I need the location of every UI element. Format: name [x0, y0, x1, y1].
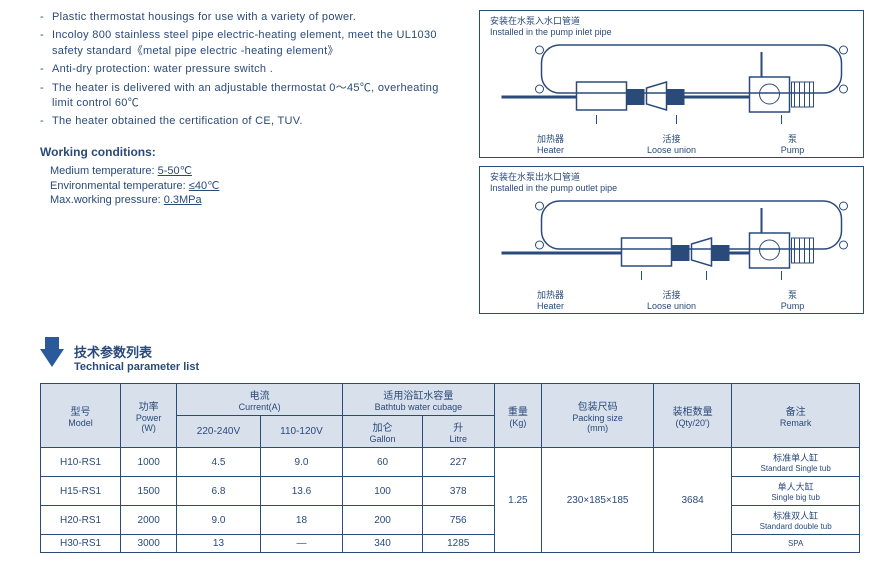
diagram-label: 活接Loose union: [611, 288, 732, 311]
diagram-column: 安装在水泵入水口管道Installed in the pump inlet pi…: [479, 10, 864, 322]
working-line: Medium temperature: 5-50℃: [50, 164, 459, 177]
bullet-item: Incoloy 800 stainless steel pipe electri…: [40, 28, 459, 59]
outlet-schematic-icon: [490, 198, 853, 283]
diagram-label: 泵Pump: [732, 132, 853, 155]
working-line: Max.working pressure: 0.3MPa: [50, 194, 459, 206]
diagram-label: 活接Loose union: [611, 132, 732, 155]
bullet-item: The heater obtained the certification of…: [40, 114, 459, 129]
table-row: H20-RS120009.018200756 标准双人缸Standard dou…: [41, 506, 860, 535]
bullet-item: Plastic thermostat housings for use with…: [40, 10, 459, 25]
diagram-inlet: 安装在水泵入水口管道Installed in the pump inlet pi…: [479, 10, 864, 158]
working-line: Environmental temperature: ≤40℃: [50, 179, 459, 192]
diagram-label: 加热器Heater: [490, 288, 611, 311]
table-row: H15-RS115006.813.6100378 单人大缸Single big …: [41, 477, 860, 506]
diagram-outlet: 安装在水泵出水口管道Installed in the pump outlet p…: [479, 166, 864, 314]
table-row: H10-RS110004.59.060227 1.25230×185×18536…: [41, 448, 860, 477]
spec-bullets: Plastic thermostat housings for use with…: [40, 10, 459, 130]
diagram-label: 加热器Heater: [490, 132, 611, 155]
tech-parameter-header: 技术参数列表Technical parameter list: [40, 342, 864, 373]
working-conditions-title: Working conditions:: [40, 145, 459, 159]
diagram-label: 泵Pump: [732, 288, 853, 311]
bullet-item: The heater is delivered with an adjustab…: [40, 81, 459, 112]
tech-parameter-table: 型号Model 功率Power(W) 电流Current(A) 适用浴缸水容量B…: [40, 383, 860, 553]
bullet-item: Anti-dry protection: water pressure swit…: [40, 62, 459, 77]
table-row: H30-RS1300013—3401285 SPA: [41, 535, 860, 553]
inlet-schematic-icon: [490, 42, 853, 127]
arrow-down-icon: [40, 349, 64, 367]
spec-text-column: Plastic thermostat housings for use with…: [10, 10, 459, 322]
